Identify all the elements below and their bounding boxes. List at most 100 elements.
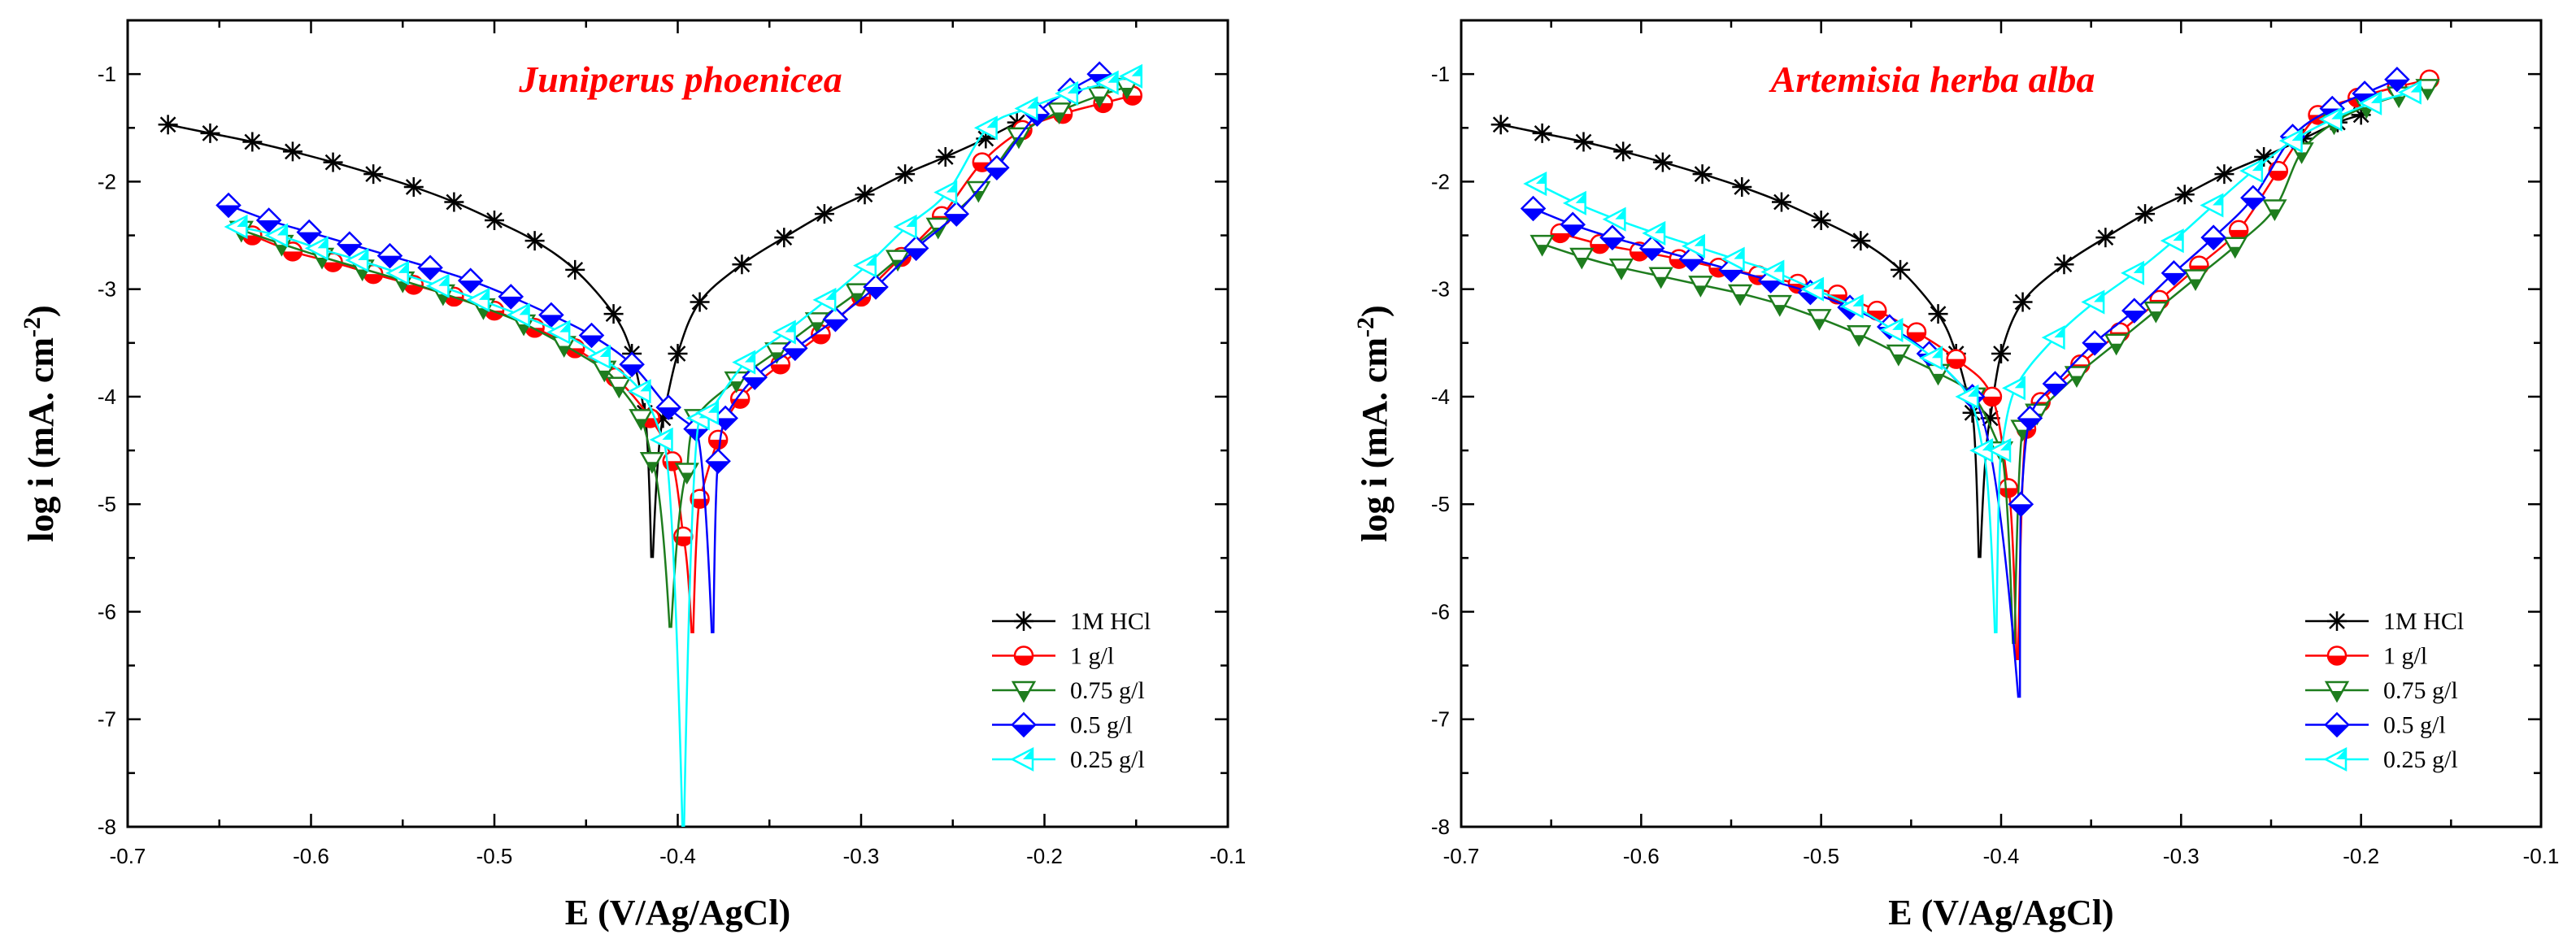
data-point xyxy=(1523,171,1547,197)
y-tick-label: -8 xyxy=(1431,815,1450,839)
data-point xyxy=(2397,80,2422,105)
data-point xyxy=(2121,260,2145,285)
data-point-fill xyxy=(783,348,807,360)
data-point xyxy=(2017,405,2043,432)
data-point xyxy=(1847,324,1872,347)
data-point xyxy=(729,389,751,409)
data-point xyxy=(1652,152,1673,172)
data-point-fill xyxy=(1053,112,1065,123)
data-point-fill xyxy=(1521,208,1545,220)
data-point xyxy=(2240,185,2266,211)
data-point-fill xyxy=(646,462,658,472)
data-point-fill xyxy=(525,328,544,337)
data-point-fill xyxy=(674,536,693,546)
data-point-fill xyxy=(1734,293,1747,304)
data-point-fill xyxy=(657,407,681,419)
data-point-fill xyxy=(2353,93,2377,105)
data-point xyxy=(627,379,651,404)
data-point-fill xyxy=(1853,335,1865,346)
data-point-fill xyxy=(707,461,730,473)
legend-label: 1 g/l xyxy=(2383,643,2427,670)
data-point xyxy=(764,342,790,364)
legend-label: 0.5 g/l xyxy=(2383,712,2446,739)
x-tick-label: -0.3 xyxy=(843,844,880,868)
data-point xyxy=(2268,160,2289,181)
data-point-fill xyxy=(1695,285,1707,296)
legend: 1M HCl 1 g/l 0.75 g/l 0.5 g/l 0.25 g/l xyxy=(992,608,1151,773)
data-point xyxy=(2081,289,2105,315)
x-tick-label: -0.5 xyxy=(1803,844,1839,868)
series-0-25-g-l xyxy=(224,63,1142,828)
data-point xyxy=(304,236,329,261)
data-point xyxy=(2121,298,2147,324)
data-point-fill xyxy=(2252,160,2262,172)
chart-1: -0.7 -0.6 -0.5 -0.4 -0.3 -0.2 -0.1 -8 -7 -6 -5 -4 -3… xyxy=(19,19,1246,932)
x-tick-label: -0.1 xyxy=(2523,844,2560,868)
legend-label: 0.25 g/l xyxy=(2383,746,2458,773)
data-point xyxy=(973,115,998,141)
data-point-fill xyxy=(499,296,523,308)
data-point xyxy=(695,400,720,425)
data-point xyxy=(1613,141,1634,162)
data-point xyxy=(1811,211,1831,231)
data-point-fill xyxy=(2241,198,2265,210)
data-point-fill xyxy=(2393,96,2405,107)
data-point xyxy=(1094,70,1119,95)
data-point-fill xyxy=(317,237,328,249)
data-point xyxy=(2415,79,2440,101)
y-tick-label: -6 xyxy=(1431,599,1450,624)
data-point-fill xyxy=(518,324,530,334)
data-point xyxy=(655,394,681,420)
data-point-fill xyxy=(1640,248,1664,260)
legend-marker xyxy=(2324,680,2350,703)
data-point-fill xyxy=(1759,280,1782,293)
y-axis-title: log i (mA. cm-2) xyxy=(1352,305,1395,541)
data-point xyxy=(1014,96,1038,121)
data-point xyxy=(690,292,710,312)
data-point xyxy=(1906,322,1927,342)
data-point xyxy=(984,154,1010,180)
y-axis-title-sup: -2 xyxy=(1352,317,1379,337)
anodic-branch xyxy=(683,75,1134,828)
data-point-fill xyxy=(2094,291,2104,302)
data-point-fill xyxy=(598,370,611,380)
x-tick-label: -0.7 xyxy=(110,844,146,868)
data-point xyxy=(812,287,837,312)
data-point xyxy=(639,452,665,474)
data-point-fill xyxy=(2269,209,2281,220)
data-point-fill xyxy=(558,346,570,356)
series-1m-hcl xyxy=(1490,105,2371,559)
data-point-fill xyxy=(1655,222,1665,233)
data-point-fill xyxy=(946,181,956,193)
y-tick-label: -1 xyxy=(98,62,116,86)
data-point xyxy=(2064,366,2090,389)
anodic-branch xyxy=(1979,114,2362,559)
data-point-fill xyxy=(539,315,563,327)
data-point-fill xyxy=(932,227,944,237)
data-point-fill xyxy=(2018,418,2042,430)
data-point xyxy=(1490,115,1511,135)
data-point-fill xyxy=(243,235,262,245)
data-point xyxy=(444,192,464,212)
legend-marker xyxy=(2323,746,2348,772)
data-point-fill xyxy=(743,377,767,389)
data-point-fill xyxy=(811,322,823,333)
data-point xyxy=(1642,220,1666,246)
data-point xyxy=(1688,276,1713,298)
data-point-fill xyxy=(419,267,442,280)
data-point-fill xyxy=(1123,95,1142,105)
data-point-fill xyxy=(2133,262,2143,273)
y-tick-label: -7 xyxy=(1431,707,1450,732)
legend-marker-fill xyxy=(2336,749,2346,759)
data-point-fill xyxy=(378,255,402,267)
data-point-fill xyxy=(1120,88,1133,98)
data-point-fill xyxy=(2009,504,2033,516)
data-point-fill xyxy=(397,281,409,292)
data-point-fill xyxy=(358,249,368,260)
legend-marker-fill xyxy=(2328,655,2346,665)
data-point-fill xyxy=(1892,319,1903,330)
data-point-fill xyxy=(1932,373,1944,384)
data-point-fill xyxy=(681,472,693,483)
data-point-fill xyxy=(324,262,342,272)
